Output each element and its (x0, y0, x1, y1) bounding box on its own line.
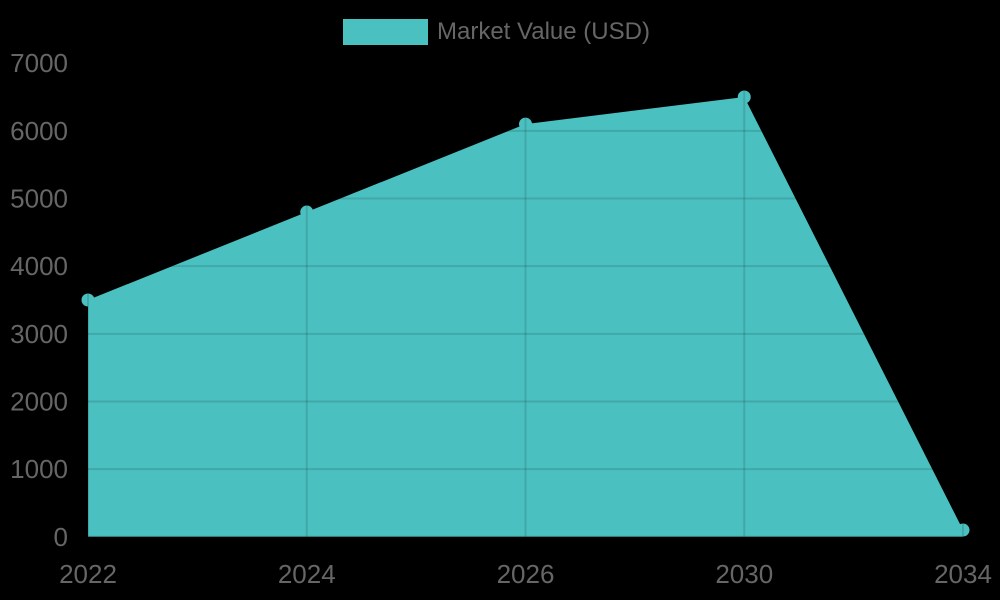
legend: Market Value (USD) (343, 19, 650, 45)
data-point-2022 (81, 293, 95, 307)
x-tick-label-2026: 2026 (497, 559, 555, 589)
data-point-2026 (519, 117, 532, 131)
y-tick-label-6000: 6000 (10, 116, 68, 146)
y-tick-label-7000: 7000 (10, 48, 68, 78)
y-tick-label-0: 0 (54, 522, 68, 552)
legend-label: Market Value (USD) (437, 18, 650, 45)
y-tick-label-4000: 4000 (10, 251, 68, 281)
data-point-2030 (737, 90, 751, 104)
x-tick-label-2034: 2034 (934, 559, 992, 589)
x-tick-label-2022: 2022 (59, 559, 117, 589)
y-tick-label-3000: 3000 (10, 319, 68, 349)
y-tick-label-5000: 5000 (10, 184, 68, 214)
legend-swatch (343, 19, 428, 45)
x-tick-label-2024: 2024 (278, 559, 336, 589)
y-tick-label-1000: 1000 (10, 454, 68, 484)
legend-item-market-value[interactable]: Market Value (USD) (343, 19, 650, 45)
series-area-fill (88, 97, 963, 537)
data-point-2024 (300, 205, 314, 219)
y-tick-label-2000: 2000 (10, 386, 68, 416)
data-point-2034 (956, 523, 970, 537)
x-tick-label-2030: 2030 (715, 559, 773, 589)
